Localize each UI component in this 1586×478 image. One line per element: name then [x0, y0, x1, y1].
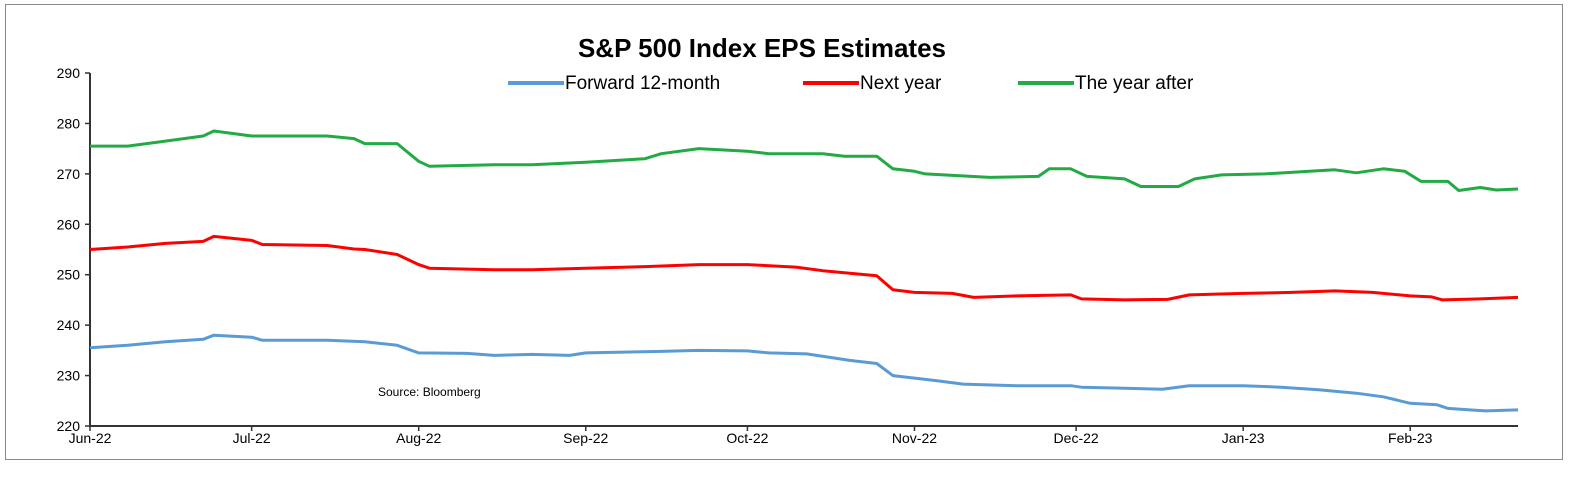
source-note: Source: Bloomberg [378, 385, 481, 399]
legend-item: Next year [803, 73, 942, 94]
legend: Forward 12-month Next year The year after [508, 73, 1194, 94]
legend-item: The year after [1018, 73, 1194, 94]
chart-frame [5, 4, 1563, 460]
y-tick-label: 280 [57, 115, 81, 131]
y-tick-label: 240 [57, 317, 81, 333]
x-axis: Jun-22 Jul-22 Aug-22 Sep-22 Oct-22 Nov-22 Dec-… [69, 425, 1518, 446]
x-tick-label: Aug-22 [396, 430, 441, 446]
x-tick-label: Jul-22 [233, 430, 271, 446]
series-line-1 [89, 234, 1519, 302]
x-tick-label: Feb-23 [1388, 430, 1433, 446]
legend-label: Next year [860, 73, 942, 94]
x-tick-label: Nov-22 [892, 430, 937, 446]
chart-title: S&P 500 Index EPS Estimates [578, 33, 946, 63]
series-line-2 [90, 129, 1519, 192]
series-line-0 [89, 333, 1519, 413]
x-tick-label: Dec-22 [1054, 430, 1099, 446]
y-tick-label: 230 [57, 368, 81, 384]
legend-label: Forward 12-month [565, 73, 720, 94]
y-tick-label: 270 [57, 166, 81, 182]
y-axis: 220 230 240 250 260 270 280 290 [57, 65, 91, 434]
legend-label: The year after [1075, 73, 1194, 94]
y-tick-label: 250 [57, 267, 81, 283]
series-lines [89, 129, 1519, 413]
y-tick-label: 220 [57, 418, 81, 434]
x-tick-label: Jan-23 [1222, 430, 1265, 446]
y-tick-label: 290 [57, 65, 81, 81]
x-tick-label: Sep-22 [563, 430, 608, 446]
legend-item: Forward 12-month [508, 73, 720, 94]
y-tick-label: 260 [57, 216, 81, 232]
x-tick-label: Oct-22 [726, 430, 768, 446]
x-tick-label: Jun-22 [69, 430, 112, 446]
